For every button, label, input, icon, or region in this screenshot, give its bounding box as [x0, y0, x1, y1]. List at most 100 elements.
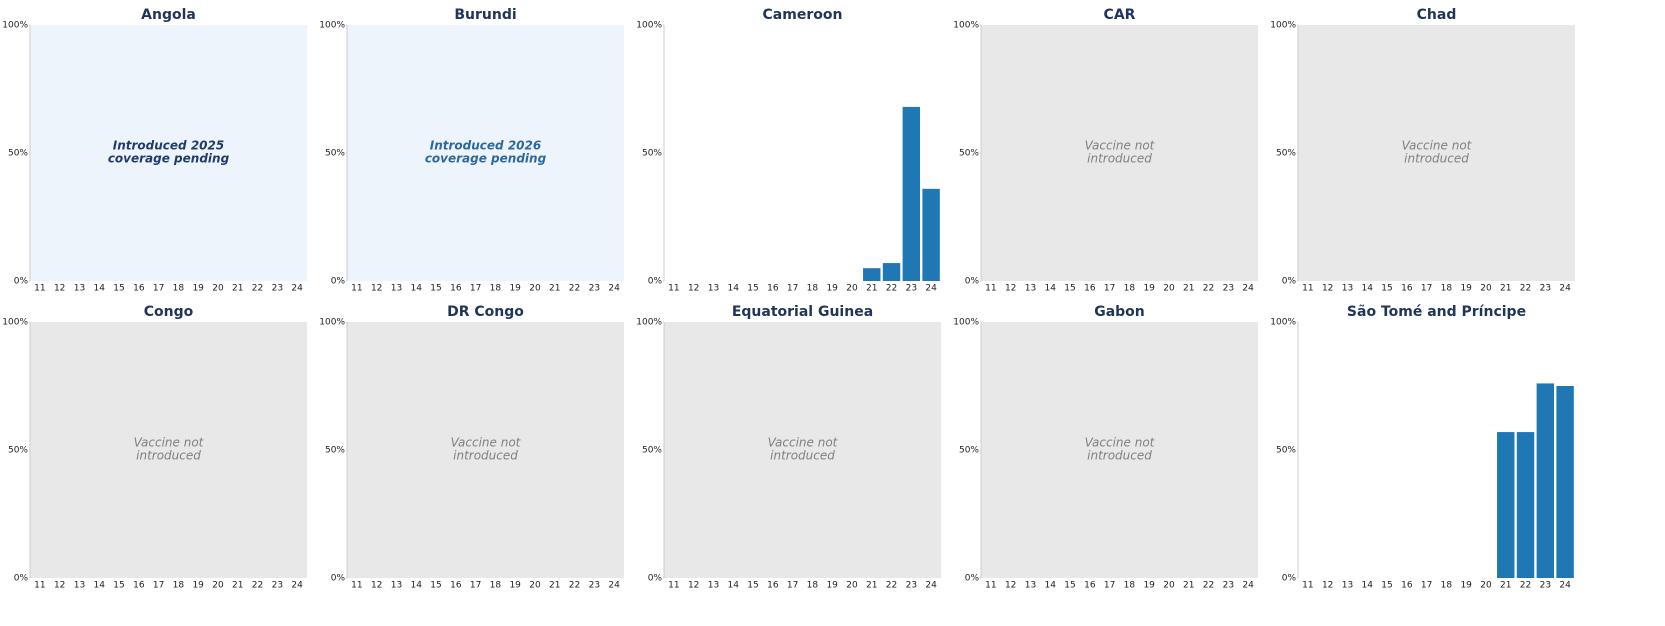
x-tick-label: 19: [1143, 581, 1155, 591]
x-tick-label: 12: [688, 284, 699, 294]
y-tick-label: 100%: [319, 21, 345, 31]
x-tick-label: 23: [1540, 284, 1551, 294]
x-tick-label: 20: [212, 284, 224, 294]
x-tick-label: 11: [351, 581, 362, 591]
bar: [902, 106, 921, 281]
annotation: Introduced 2026: [430, 139, 541, 153]
x-tick-label: 16: [767, 581, 779, 591]
x-tick-label: 18: [807, 284, 819, 294]
x-tick-label: 18: [490, 284, 502, 294]
x-tick-label: 23: [1223, 581, 1234, 591]
x-tick-label: 22: [252, 581, 263, 591]
bar: [863, 268, 881, 281]
x-tick-label: 11: [668, 284, 679, 294]
y-tick-label: 100%: [636, 21, 662, 31]
x-tick-label: 17: [787, 581, 798, 591]
annotation: introduced: [1087, 449, 1152, 463]
x-tick-label: 20: [1480, 284, 1492, 294]
x-tick-label: 13: [1025, 284, 1036, 294]
x-tick-label: 11: [985, 284, 996, 294]
plot-background: [1298, 25, 1575, 281]
x-tick-label: 15: [113, 581, 124, 591]
x-tick-label: 12: [1005, 284, 1016, 294]
x-tick-label: 13: [391, 581, 402, 591]
y-tick-label: 0%: [1282, 277, 1297, 287]
x-tick-label: 12: [54, 284, 65, 294]
x-tick-label: 11: [351, 284, 362, 294]
x-tick-label: 13: [1342, 284, 1353, 294]
x-tick-label: 20: [1480, 581, 1492, 591]
y-tick-label: 0%: [14, 277, 29, 287]
x-tick-label: 22: [1203, 581, 1214, 591]
y-tick-label: 50%: [325, 149, 345, 159]
x-tick-label: 15: [1381, 581, 1392, 591]
x-tick-label: 11: [668, 581, 679, 591]
annotation: introduced: [770, 449, 835, 463]
y-tick-label: 0%: [965, 574, 980, 584]
y-tick-label: 50%: [959, 446, 979, 456]
bar: [882, 263, 901, 281]
annotation: coverage pending: [425, 152, 547, 166]
y-tick-label: 0%: [331, 574, 346, 584]
panel-title: Congo: [144, 304, 194, 320]
x-tick-label: 24: [608, 581, 620, 591]
x-tick-label: 19: [1143, 284, 1155, 294]
x-tick-label: 12: [688, 581, 699, 591]
panel-title: Chad: [1417, 7, 1457, 23]
x-tick-label: 13: [1342, 581, 1353, 591]
x-tick-label: 15: [430, 581, 441, 591]
x-tick-label: 12: [371, 284, 382, 294]
x-tick-label: 19: [1460, 581, 1472, 591]
x-tick-label: 20: [212, 581, 224, 591]
x-tick-label: 20: [529, 284, 541, 294]
x-tick-label: 16: [133, 581, 145, 591]
y-tick-label: 100%: [319, 318, 345, 328]
x-tick-label: 22: [886, 581, 897, 591]
x-tick-label: 20: [529, 581, 541, 591]
x-tick-label: 23: [1540, 581, 1551, 591]
x-tick-label: 15: [747, 581, 758, 591]
annotation: Vaccine not: [451, 436, 522, 450]
x-tick-label: 17: [153, 284, 164, 294]
x-tick-label: 19: [509, 284, 521, 294]
panel-title: CAR: [1104, 7, 1136, 23]
annotation: Vaccine not: [1402, 139, 1473, 153]
y-tick-label: 100%: [2, 21, 28, 31]
x-tick-label: 22: [1520, 581, 1531, 591]
x-tick-label: 23: [589, 284, 600, 294]
x-tick-label: 12: [1005, 581, 1016, 591]
x-tick-label: 23: [272, 581, 283, 591]
y-tick-label: 100%: [1270, 318, 1296, 328]
x-tick-label: 20: [1163, 284, 1175, 294]
panel-title: Gabon: [1094, 304, 1145, 320]
x-tick-label: 21: [549, 284, 560, 294]
x-tick-label: 18: [1441, 284, 1453, 294]
x-tick-label: 21: [1500, 284, 1511, 294]
x-tick-label: 20: [846, 581, 858, 591]
x-tick-label: 20: [1163, 581, 1175, 591]
x-tick-label: 13: [74, 284, 85, 294]
x-tick-label: 14: [94, 284, 106, 294]
annotation: introduced: [453, 449, 518, 463]
plot-background: [981, 322, 1258, 578]
x-tick-label: 24: [925, 284, 937, 294]
y-tick-label: 50%: [1276, 149, 1296, 159]
x-tick-label: 18: [173, 284, 185, 294]
x-tick-label: 17: [470, 581, 481, 591]
y-tick-label: 50%: [642, 149, 662, 159]
x-tick-label: 21: [1500, 581, 1511, 591]
x-tick-label: 13: [1025, 581, 1036, 591]
y-tick-label: 0%: [1282, 574, 1297, 584]
plot-background: [347, 322, 624, 578]
x-tick-label: 14: [1045, 581, 1057, 591]
x-tick-label: 24: [1242, 581, 1254, 591]
annotation: introduced: [1087, 152, 1152, 166]
x-tick-label: 19: [826, 284, 838, 294]
y-tick-label: 100%: [953, 318, 979, 328]
annotation: Vaccine not: [1085, 139, 1156, 153]
annotation: introduced: [136, 449, 201, 463]
x-tick-label: 22: [1203, 284, 1214, 294]
y-tick-label: 0%: [965, 277, 980, 287]
